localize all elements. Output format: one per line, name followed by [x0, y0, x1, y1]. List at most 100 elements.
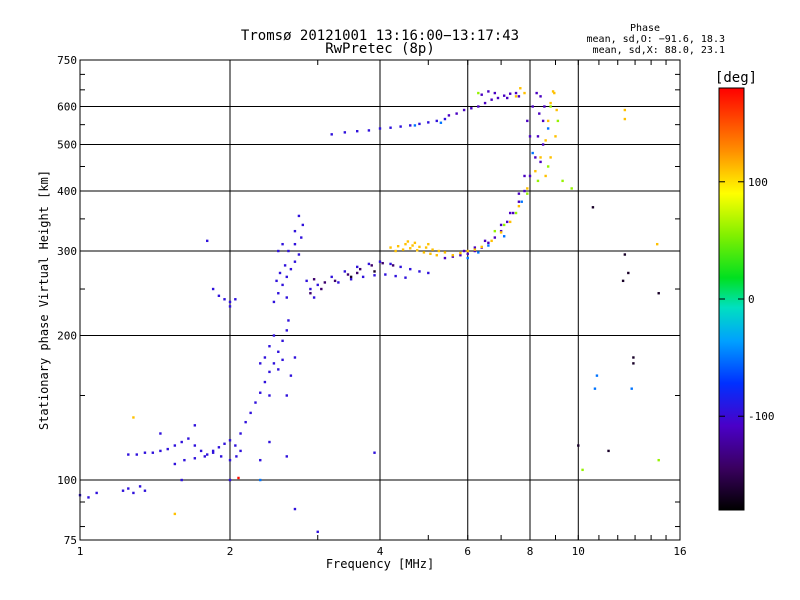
phase-legend-title: Phase [630, 23, 660, 34]
data-point [301, 223, 305, 227]
data-point [630, 387, 633, 390]
data-point [451, 255, 455, 258]
data-point [285, 296, 288, 299]
data-point [466, 252, 469, 256]
data-point [451, 254, 455, 257]
data-point [285, 455, 288, 458]
data-point [272, 300, 276, 304]
data-point [293, 356, 297, 359]
data-point [462, 108, 466, 112]
data-point [591, 206, 595, 209]
data-point [127, 487, 130, 490]
data-point [531, 105, 534, 108]
data-point [355, 130, 359, 133]
data-point [427, 242, 430, 246]
data-point [272, 362, 276, 365]
data-point [166, 447, 169, 451]
y-tick-label: 750 [57, 54, 77, 67]
data-point [289, 267, 293, 271]
chart-title: Tromsø 20121001 13:16:00−13:17:43 [241, 28, 519, 44]
data-point [415, 249, 419, 252]
data-point [239, 449, 242, 453]
data-point [493, 236, 497, 239]
y-tick-label: 400 [57, 185, 77, 198]
x-tick-label: 16 [673, 545, 686, 558]
data-point [343, 131, 347, 134]
data-point [389, 246, 392, 249]
data-point [223, 298, 226, 301]
data-point [544, 139, 547, 142]
data-point [409, 267, 412, 271]
data-point [281, 283, 284, 287]
colorbar-ticks: 100 0 -100 [719, 176, 775, 423]
data-point [487, 244, 490, 247]
data-point [443, 117, 447, 121]
data-point [459, 254, 462, 257]
data-point [205, 239, 209, 243]
data-point [312, 278, 316, 281]
data-point [409, 247, 412, 250]
data-point [285, 329, 288, 332]
data-point [439, 121, 443, 124]
data-point [466, 256, 469, 260]
data-point [623, 117, 627, 121]
data-point [305, 279, 308, 283]
data-point [493, 91, 497, 95]
data-point [632, 362, 635, 365]
data-point [217, 294, 221, 297]
data-point [502, 235, 506, 238]
data-point [443, 251, 447, 254]
data-point [404, 242, 407, 246]
data-point [399, 265, 402, 269]
data-point [343, 270, 347, 273]
data-point [404, 276, 407, 279]
data-point [367, 262, 371, 266]
data-point [561, 179, 564, 183]
data-point [499, 231, 503, 234]
data-point [293, 507, 297, 511]
data-point [323, 281, 327, 284]
data-point [526, 187, 529, 190]
data-point [487, 241, 490, 245]
data-point [211, 449, 215, 453]
data-point [378, 127, 382, 130]
data-point [543, 105, 546, 108]
data-point [534, 156, 537, 159]
plot-frame [79, 59, 681, 541]
data-point [180, 478, 183, 482]
x-tick-label: 2 [227, 545, 234, 558]
data-point [285, 275, 288, 279]
data-point [555, 108, 558, 112]
data-point [523, 189, 526, 193]
data-point [490, 239, 493, 243]
data-point [546, 127, 550, 130]
data-point [549, 156, 552, 159]
data-point [373, 270, 376, 273]
data-point [480, 93, 483, 96]
data-point [483, 239, 487, 243]
data-point [173, 512, 177, 516]
data-point [394, 274, 397, 278]
data-point [539, 160, 542, 164]
data-point [389, 126, 392, 129]
data-point [435, 254, 438, 257]
data-point [427, 121, 430, 124]
data-point [259, 458, 262, 462]
data-point [228, 478, 232, 482]
data-point [355, 265, 359, 269]
data-point [551, 90, 555, 93]
data-point [203, 455, 206, 458]
data-point [143, 451, 147, 454]
data-point [621, 279, 625, 283]
data-point [473, 246, 477, 249]
data-point [462, 249, 466, 253]
data-point [268, 370, 271, 374]
data-point [283, 264, 287, 267]
data-point [381, 261, 384, 265]
data-point [546, 119, 550, 123]
data-point [514, 91, 518, 95]
data-point [655, 242, 659, 246]
phase-legend-x: mean, sd,X: 88.0, 23.1 [593, 45, 725, 56]
data-point [132, 491, 135, 495]
data-point [549, 101, 552, 105]
